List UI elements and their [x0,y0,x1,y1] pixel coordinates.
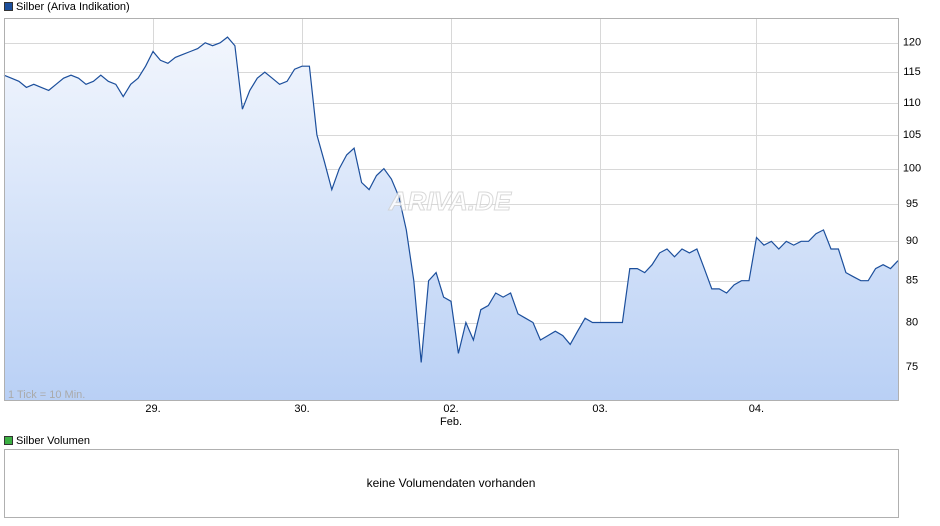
legend-label: Silber (Ariva Indikation) [16,1,130,13]
y-tick-label: 100 [903,163,921,175]
x-tick-label: 29. [145,403,160,415]
y-tick-label: 120 [903,37,921,49]
watermark: ARIVA.DE [388,186,512,216]
annotation: 1 Tick = 10 Min. [8,389,85,401]
y-tick-label: 80 [906,316,918,328]
legend-swatch [4,2,13,11]
area [4,37,898,400]
plot-frame [4,18,899,401]
y-tick-label: 115 [903,66,921,78]
line [3,36,899,363]
y-tick-label: 90 [906,235,918,247]
legend-label: Silber Volumen [16,435,90,447]
volume-message: keine Volumendaten vorhanden [367,476,536,490]
x-tick-label: 03. [592,403,607,415]
y-tick-label: 110 [903,97,921,109]
y-tick-label: 105 [903,129,921,141]
volume-frame [4,449,899,518]
x-month-label: Feb. [440,416,462,428]
y-tick-label: 75 [906,361,918,373]
legend-swatch [4,436,13,445]
x-tick-label: 30. [294,403,309,415]
x-tick-label: 02. [443,403,458,415]
x-tick-label: 04. [749,403,764,415]
y-tick-label: 85 [906,275,918,287]
y-tick-label: 95 [906,198,918,210]
